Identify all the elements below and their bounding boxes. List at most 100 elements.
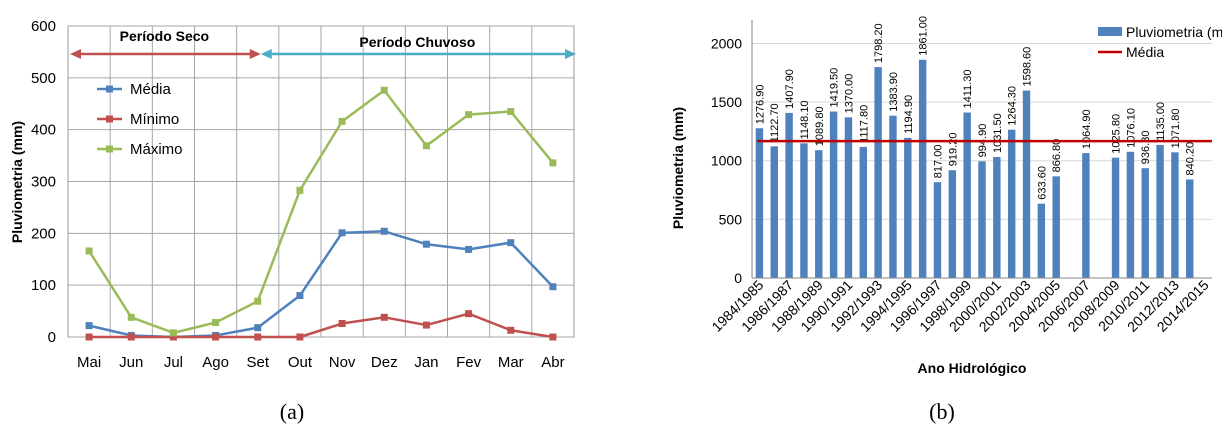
legend-maximo-label: Máximo (130, 141, 183, 158)
bar-1995-1996 (918, 59, 927, 278)
series-maximo-point (380, 86, 388, 94)
series-media-point (465, 245, 473, 253)
bar-data-label: 1117.80 (858, 105, 870, 143)
legend-media-label: Média (1126, 44, 1164, 60)
bar-2006-2007 (1082, 153, 1090, 278)
bar-2002-2003 (1022, 90, 1031, 278)
chart-a-dry-period-arrow-head-right (249, 49, 261, 59)
bar-data-label: 1031.50 (992, 113, 1004, 153)
series-media-point (380, 227, 388, 235)
series-minimo-point (254, 333, 262, 341)
series-maximo-point (254, 297, 262, 305)
bar-data-label: 1370.00 (843, 74, 855, 114)
bar-data-label: 1148.10 (799, 100, 811, 139)
chart-b-y-tick-label: 500 (719, 211, 743, 227)
bar-2001-2002 (1007, 129, 1016, 278)
chart-a-x-tick-label: Dez (371, 354, 398, 371)
bar-2010-2011 (1141, 168, 1149, 278)
legend-media-marker (106, 85, 113, 93)
chart-a-x-tick-label: Mai (77, 354, 101, 371)
legend-minimo-label: Mínimo (130, 111, 179, 128)
chart-a-wet-period-arrow-head-right (565, 49, 576, 59)
chart-a-x-tick-label: Jun (119, 354, 143, 371)
bar-data-label: 1598.60 (1022, 47, 1034, 87)
bar-1989-1990 (829, 111, 838, 278)
series-media-point (254, 324, 262, 332)
series-minimo-point (338, 320, 346, 328)
series-media-point (507, 239, 515, 247)
series-maximo-point (296, 186, 304, 194)
bar-data-label: 936.30 (1140, 131, 1152, 165)
chart-a-x-tick-label: Out (288, 354, 313, 371)
bar-1993-1994 (889, 115, 897, 279)
bar-data-label: 1276.90 (754, 84, 766, 124)
bar-data-label: 1419.50 (829, 68, 841, 108)
bar-2000-2001 (993, 157, 1001, 278)
series-minimo-line (89, 312, 554, 339)
bar-1997-1998 (948, 170, 957, 278)
bar-2013-2014 (1186, 179, 1194, 278)
chart-a-x-tick-label: Mar (498, 354, 524, 371)
bar-data-label: 1383.90 (888, 72, 900, 112)
bar-data-label: 1071.80 (1170, 109, 1182, 149)
bar-data-label: 1798.20 (873, 23, 885, 63)
chart-a-y-tick-label: 400 (31, 122, 56, 139)
chart-b-ylabel: Pluviometria (mm) (670, 107, 686, 229)
bar-1998-1999 (963, 112, 971, 278)
series-maximo-point (212, 318, 220, 326)
series-maximo-point (127, 313, 135, 321)
chart-a-y-tick-label: 500 (31, 70, 56, 87)
chart-a-x-tick-label: Set (246, 354, 269, 371)
series-minimo-point (549, 333, 557, 341)
bar-1988-1989 (815, 150, 823, 278)
chart-b-y-tick-label: 1500 (711, 94, 742, 110)
chart-a-y-tick-label: 300 (31, 174, 56, 191)
chart-a-wet-period-label: Período Chuvoso (359, 34, 475, 50)
bar-2012-2013 (1171, 152, 1179, 278)
chart-a-x-tick-label: Abr (541, 354, 564, 371)
bar-data-label: 1076.10 (1125, 108, 1137, 148)
chart-b-xlabel: Ano Hidrológico (918, 360, 1027, 376)
bar-1994-1995 (904, 137, 912, 278)
series-maximo-point (549, 159, 557, 167)
chart-b-y-tick-label: 0 (734, 270, 742, 286)
chart-a-y-tick-label: 0 (48, 329, 56, 346)
legend-minimo-marker (106, 115, 113, 123)
series-media-point (296, 292, 304, 300)
series-minimo-point (507, 326, 515, 334)
chart-a-x-tick-label: Jan (414, 354, 438, 371)
bar-1991-1992 (859, 146, 867, 278)
chart-b-y-tick-label: 2000 (711, 35, 742, 51)
chart-b-y-tick-label: 1000 (711, 153, 742, 169)
chart-a-y-tick-label: 100 (31, 277, 56, 294)
chart-b-caption: (b) (929, 399, 955, 424)
series-maximo-point (507, 108, 515, 116)
bar-data-label: 633.60 (1036, 166, 1048, 200)
chart-a-dry-period-label: Período Seco (120, 28, 209, 44)
legend-pluviometria-swatch (1098, 27, 1122, 36)
chart-a-caption: (a) (280, 399, 304, 424)
chart-a-x-tick-label: Jul (164, 354, 183, 371)
bar-data-label: 1025.80 (1111, 114, 1123, 154)
legend-pluviometria-label: Pluviometria (mm) (1126, 24, 1222, 40)
series-maximo-point (85, 247, 93, 255)
series-media-point (85, 322, 93, 330)
bar-2004-2005 (1052, 176, 1060, 278)
series-minimo-point (465, 310, 473, 318)
chart-a-y-tick-label: 600 (31, 18, 56, 35)
series-maximo-point (338, 117, 346, 125)
bar-1990-1991 (844, 117, 853, 278)
bar-1996-1997 (933, 182, 942, 278)
bar-data-label: 1064.90 (1081, 109, 1093, 149)
chart-a: 0 100 200 300 400 500 600 Mai Jun Jul Ago Set Out No… (9, 18, 576, 424)
bar-1987-1988 (800, 143, 808, 278)
chart-a-dry-period-arrow-head-left (70, 49, 81, 59)
chart-a-y-tick-label: 200 (31, 225, 56, 242)
chart-a-ylabel: Pluviometria (mm) (9, 121, 25, 243)
series-maximo-point (465, 111, 473, 119)
series-maximo-point (169, 329, 177, 337)
bar-data-label: 1407.90 (784, 69, 796, 109)
series-minimo-point (422, 321, 430, 329)
